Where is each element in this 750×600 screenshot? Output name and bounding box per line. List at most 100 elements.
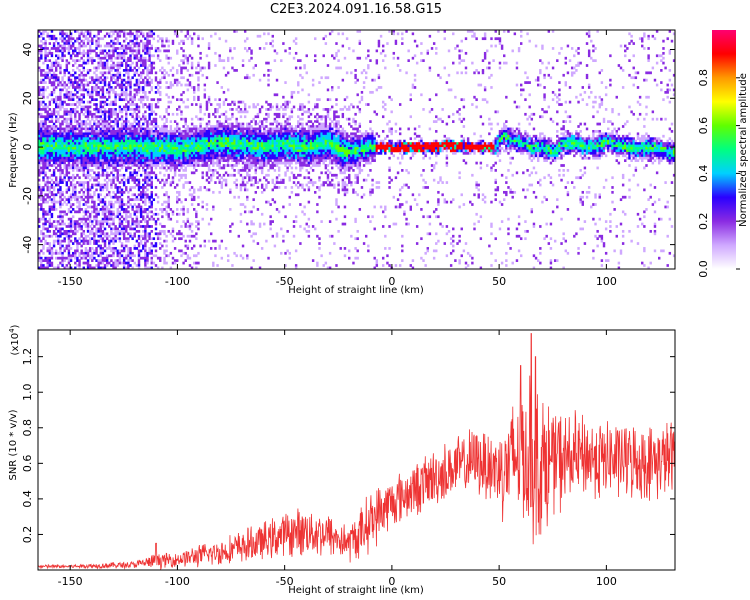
spectrogram-cell [239,115,243,119]
spectrogram-cell [137,83,141,87]
spectrogram-cell [80,144,83,148]
spectrogram-cell [209,142,213,145]
spectrogram-cell [165,54,168,58]
spectrogram-cell [231,144,234,148]
spectrogram-cell [82,66,86,70]
spectrogram-cell [86,149,90,153]
spectrogram-cell [86,147,90,150]
spectrogram-cell [88,239,92,243]
spectrogram-cell [50,139,54,143]
spectrogram-cell [74,117,77,121]
spectrogram-cell [146,34,149,38]
spectrogram-cell [112,125,115,128]
spectrogram-cell [65,137,69,141]
spectrogram-cell [88,225,92,228]
spectrogram-cell [57,144,60,148]
spectrogram-cell [40,139,43,143]
spectrogram-cell [122,137,126,141]
spectrogram-cell [122,90,126,94]
spectrogram-cell [176,81,179,84]
spectrogram-cell [239,212,243,216]
spectrogram-cell [65,134,69,138]
spectrogram-cell [148,56,151,60]
spectrogram-cell [197,251,200,255]
spectrogram-cell [195,237,198,241]
spectrogram-cell [52,203,56,206]
spectrogram-cell [184,159,187,162]
spectrogram-cell [129,259,132,262]
spectrogram-cell [93,164,96,167]
spectrogram-cell [112,212,115,216]
spectrogram-cell [74,144,77,148]
spectrogram-cell [148,266,151,270]
spectrogram-cell [38,161,41,165]
spectrogram-cell [159,132,162,136]
spectrogram-cell [207,147,211,150]
spectrogram-cell [86,200,90,204]
spectrogram-cell [97,78,100,82]
spectrogram-cell [203,93,207,97]
spectrogram-cell [159,137,162,141]
spectrogram-cell [65,234,69,238]
spectrogram-cell [129,86,132,89]
spectrogram-cell [42,137,45,141]
spectrogram-cell [99,37,102,41]
spectrogram-cell [224,183,228,187]
spectrogram-cell [150,144,153,148]
spectrogram-cell [54,61,58,65]
spectrogram-cell [163,125,166,128]
spectrogram-cell [71,132,75,136]
spectrogram-cell [233,164,236,167]
spectrogram-cell [86,205,90,209]
spectrogram-cell [182,137,185,141]
spectrogram-cell [46,176,49,180]
spectrogram-cell [63,44,66,48]
spectrogram-cell [254,171,257,175]
spectrogram-cell [193,188,196,192]
spectrogram-cell [233,149,236,153]
spectrogram-cell [105,66,109,70]
spectrogram-cell [171,39,175,43]
spectrogram-cell [71,93,75,97]
spectrogram-cell [59,188,62,192]
spectrogram-cell [95,229,98,233]
spectrogram-cell [46,112,49,116]
spectrogram-cell [112,120,115,123]
spectrogram-cell [80,225,83,228]
spectrogram-cell [71,127,75,131]
spectrogram-cell [114,134,117,138]
spectrogram-cell [46,264,49,267]
spectrogram-cell [152,37,156,41]
spectrogram-cell [112,73,115,77]
spectrogram-cell [61,251,64,255]
spectrogram-cell [50,200,54,204]
spectrogram-cell [171,137,175,141]
spectrogram-cell [78,44,81,48]
spectrogram-cell [142,190,145,194]
spectrogram-cell [233,132,236,136]
spectrogram-cell [78,261,81,265]
spectrogram-cell [154,105,158,109]
spectrogram-cell [146,212,149,216]
spectrogram-cell [146,222,149,226]
spectrogram-cell [125,215,128,219]
spectrogram-cell [193,98,196,102]
spectrogram-cell [176,198,179,202]
spectrogram-cell [57,256,60,260]
spectrogram-cell [137,30,141,33]
spectrogram-cell [220,137,224,141]
spectrogram-cell [142,34,145,38]
spectrogram-cell [91,37,94,41]
spectrogram-cell [165,181,168,184]
spectrogram-cell [84,154,88,158]
spectrogram-cell [118,144,122,148]
spectrogram-cell [146,71,149,75]
spectrogram-cell [142,78,145,82]
spectrogram-cell [116,139,119,143]
spectrogram-cell [154,129,158,133]
spectrogram-cell [46,115,49,119]
spectrogram-cell [118,169,122,172]
spectrogram-cell [74,190,77,194]
spectrogram-cell [76,247,79,250]
spectrogram-cell [252,154,255,158]
